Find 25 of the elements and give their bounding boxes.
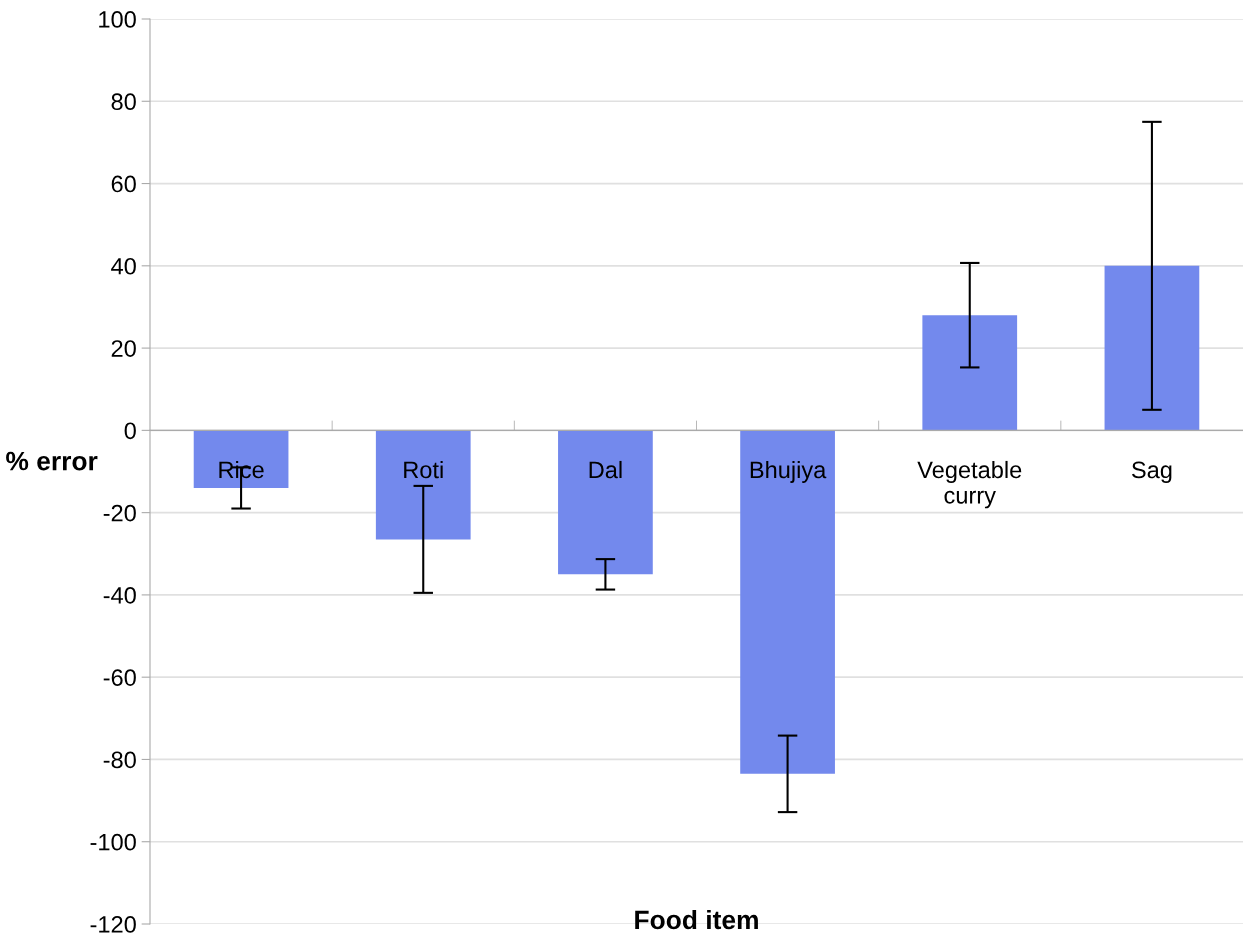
y-tick-label: -60 bbox=[103, 669, 136, 686]
y-tick-label: 40 bbox=[111, 257, 136, 275]
y-tick-label: 60 bbox=[111, 175, 136, 193]
x-tick-label: Sag bbox=[1131, 461, 1172, 483]
y-tick-label: -100 bbox=[90, 833, 136, 851]
y-tick-label: 20 bbox=[111, 340, 136, 357]
bar bbox=[1104, 265, 1200, 431]
x-axis-title: Food item bbox=[635, 909, 758, 930]
bar bbox=[740, 430, 835, 774]
y-tick-label: -20 bbox=[103, 504, 136, 522]
x-tick-label: Roti bbox=[404, 460, 443, 479]
x-tick-label: Dal bbox=[589, 460, 622, 479]
y-axis-title: % error bbox=[6, 451, 98, 471]
y-tick-label: 80 bbox=[111, 93, 136, 111]
bar bbox=[558, 430, 653, 575]
bar bbox=[193, 430, 289, 488]
bar bbox=[375, 430, 471, 540]
y-tick-label: -120 bbox=[90, 916, 136, 933]
x-tick-label: Vegetable curry bbox=[917, 460, 1022, 509]
x-tick-label: Bhujiya bbox=[750, 460, 827, 483]
y-tick-label: 0 bbox=[124, 422, 136, 440]
y-tick-label: -40 bbox=[103, 586, 136, 604]
bar bbox=[922, 315, 1018, 431]
y-tick-label: 100 bbox=[99, 11, 136, 28]
y-tick-label: -80 bbox=[103, 751, 136, 769]
